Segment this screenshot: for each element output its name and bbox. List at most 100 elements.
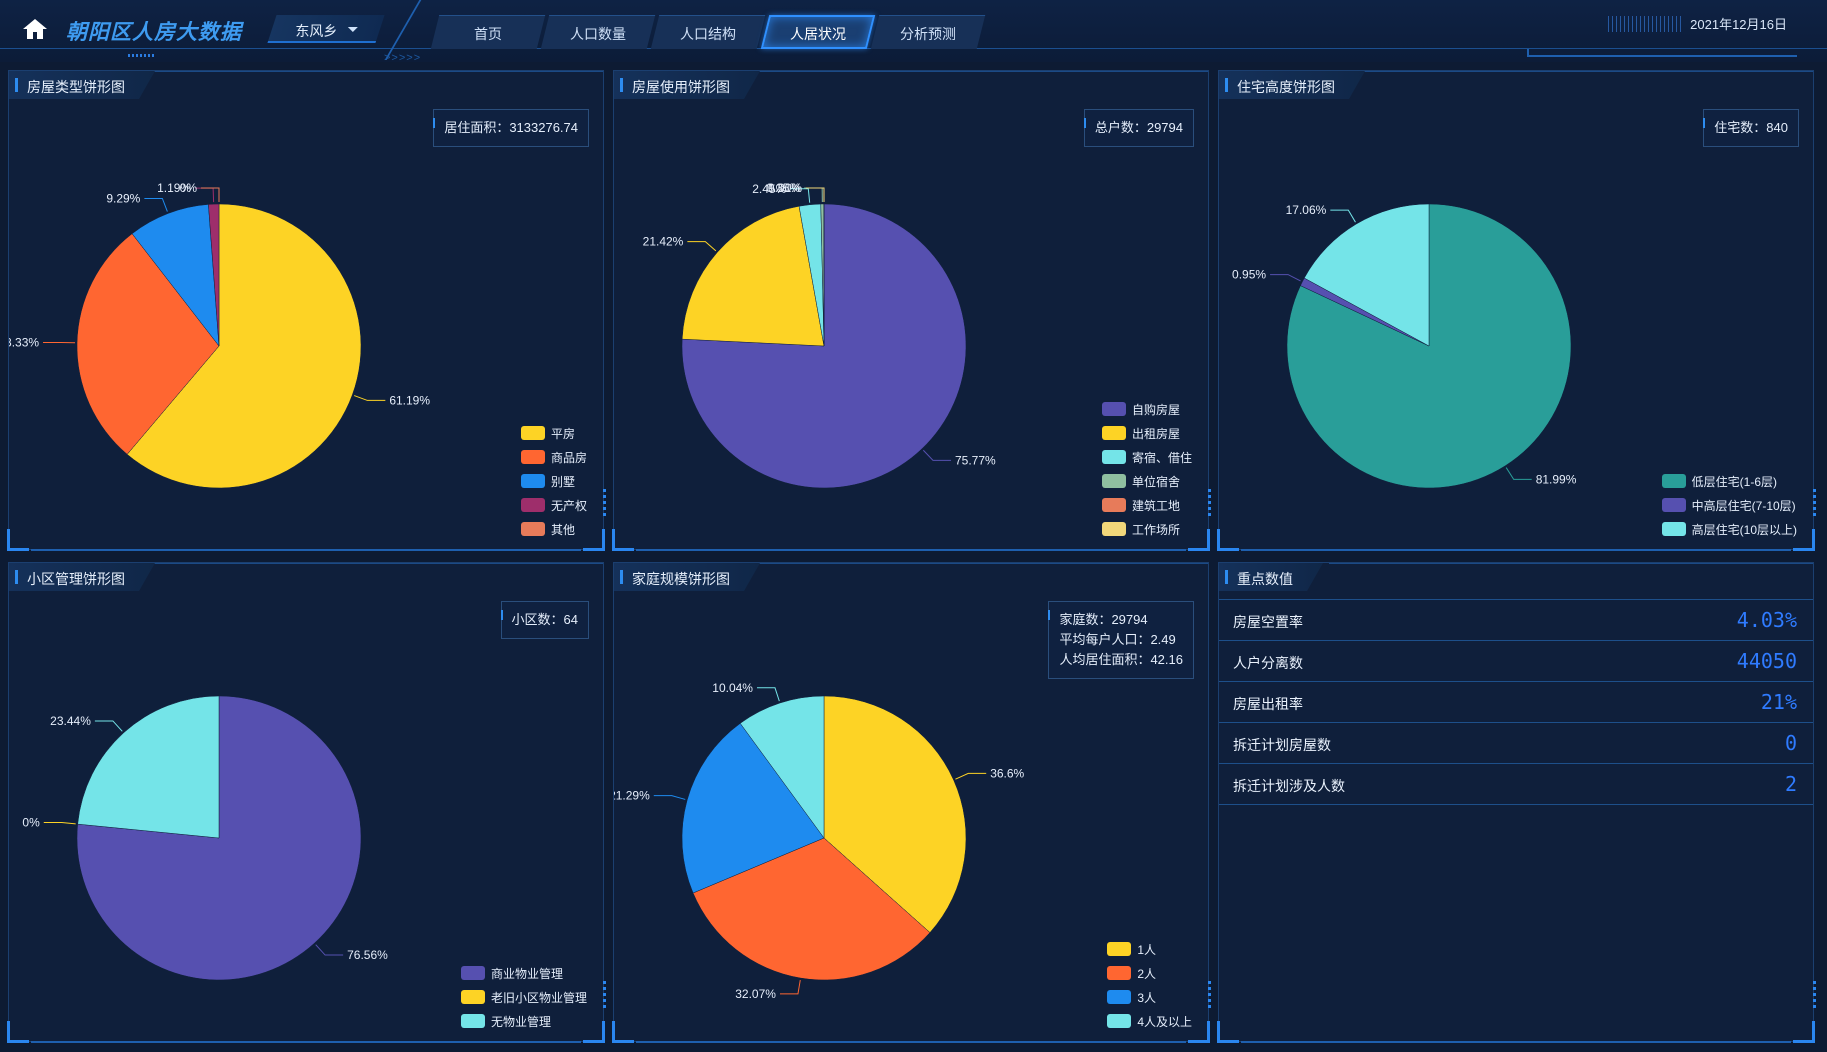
legend-swatch (520, 426, 545, 440)
legend-label: 寄宿、借住 (1131, 450, 1192, 465)
legend-label: 建筑工地 (1131, 498, 1180, 513)
key-value-label: 房屋空置率 (1233, 614, 1303, 630)
pie-slice[interactable] (77, 695, 220, 839)
data-label: 21.42% (643, 235, 684, 249)
data-label: 75.77% (955, 453, 996, 467)
tab-population-structure[interactable]: 人口结构 (650, 15, 766, 49)
info-box: 总户数：29794 (1083, 109, 1194, 147)
pie-slice[interactable] (823, 695, 967, 933)
legend-item[interactable]: 出租房屋 (1101, 421, 1192, 445)
legend-label: 低层住宅(1-6层) (1691, 474, 1777, 489)
info-line: 家庭数：29794 (1059, 612, 1148, 627)
legend-swatch (1661, 522, 1686, 536)
legend-item[interactable]: 寄宿、借住 (1101, 445, 1192, 469)
panel-family-size: 家庭规模饼形图 家庭数：29794 平均每户人口：2.49 人均居住面积：42.… (612, 562, 1211, 1043)
legend-item[interactable]: 单位宿舍 (1101, 469, 1192, 493)
legend-item[interactable]: 商品房 (520, 445, 587, 469)
pie-slice[interactable] (681, 205, 825, 347)
legend-label: 其他 (550, 522, 575, 537)
legend-item[interactable]: 低层住宅(1-6层) (1661, 469, 1797, 493)
legend-item[interactable]: 别墅 (520, 469, 587, 493)
legend-label: 商品房 (550, 450, 587, 465)
tab-living-conditions[interactable]: 人居状况 (760, 15, 876, 49)
tab-home[interactable]: 首页 (430, 15, 546, 49)
data-label: 2.45% (752, 182, 786, 196)
legend-swatch (1101, 522, 1126, 536)
legend-item[interactable]: 中高层住宅(7-10层) (1661, 493, 1797, 517)
key-value-row: 拆迁计划涉及人数 2 (1219, 764, 1813, 805)
legend-item[interactable]: 老旧小区物业管理 (460, 985, 587, 1009)
pie-slice[interactable] (1303, 203, 1430, 347)
legend-item[interactable]: 4人及以上 (1107, 1009, 1192, 1033)
pie-slice[interactable] (76, 233, 220, 455)
key-value-number: 4.03% (1736, 608, 1797, 632)
panel-title: 家庭规模饼形图 (632, 571, 730, 587)
label-leader-line (806, 187, 825, 202)
data-label: 61.19% (389, 393, 430, 407)
key-value-number: 21% (1760, 690, 1797, 714)
legend-item[interactable]: 3人 (1107, 985, 1192, 1009)
legend-label: 商业物业管理 (490, 966, 563, 981)
legend-label: 老旧小区物业管理 (490, 990, 587, 1005)
chart-legend: 低层住宅(1-6层) 中高层住宅(7-10层) 高层住宅(10层以上) (1661, 469, 1797, 541)
legend-label: 3人 (1137, 990, 1156, 1005)
legend-label: 无物业管理 (490, 1014, 551, 1029)
legend-item[interactable]: 2人 (1107, 961, 1192, 985)
pie-slice[interactable] (126, 203, 362, 489)
legend-label: 无产权 (550, 498, 587, 513)
label-leader-line (1330, 209, 1356, 223)
pie-chart-family-size: 36.6% 32.07% 21.29% 10.04% (614, 681, 1025, 1001)
legend-item[interactable]: 其他 (520, 517, 587, 541)
data-label: 17.06% (1286, 203, 1327, 217)
legend-swatch (1107, 1014, 1132, 1028)
legend-label: 中高层住宅(7-10层) (1691, 498, 1796, 513)
pie-slice[interactable] (739, 695, 825, 839)
chart-legend: 平房商品房别墅无产权其他 (520, 421, 587, 541)
pie-slice[interactable] (692, 837, 931, 981)
label-leader-line (94, 720, 123, 732)
data-label: 0% (785, 181, 803, 195)
legend-item[interactable]: 建筑工地 (1101, 493, 1192, 517)
header-dots-decoration (128, 54, 154, 57)
pie-chart-housing-use: 75.77% 21.42% 2.45%0.35%0.01%0% (643, 181, 996, 489)
legend-item[interactable]: 平房 (520, 421, 587, 445)
chart-legend: 商业物业管理老旧小区物业管理 无物业管理 (460, 961, 587, 1033)
legend-label: 4人及以上 (1137, 1014, 1192, 1029)
label-leader-line (354, 395, 386, 401)
label-leader-line (195, 187, 215, 203)
label-leader-line (804, 187, 823, 203)
legend-item[interactable]: 自购房屋 (1101, 397, 1192, 421)
label-leader-line (1505, 467, 1532, 480)
key-value-label: 拆迁计划房屋数 (1233, 737, 1331, 753)
key-value-label: 拆迁计划涉及人数 (1233, 778, 1345, 794)
key-value-number: 2 (1784, 772, 1797, 796)
pie-slice[interactable] (131, 204, 220, 347)
label-leader-line (1270, 274, 1301, 282)
legend-swatch (520, 450, 545, 464)
region-dropdown-value: 东风乡 (295, 23, 338, 39)
legend-swatch (1101, 474, 1126, 488)
label-leader-line (756, 687, 780, 702)
key-value-row: 房屋出租率 21% (1219, 682, 1813, 723)
legend-item[interactable]: 无物业管理 (460, 1009, 587, 1033)
pie-slice[interactable] (208, 203, 220, 347)
home-icon[interactable] (20, 16, 50, 42)
legend-item[interactable]: 1人 (1107, 937, 1192, 961)
legend-item[interactable]: 工作场所 (1101, 517, 1192, 541)
legend-swatch (1101, 498, 1126, 512)
panel-title: 重点数值 (1237, 571, 1293, 587)
legend-item[interactable]: 商业物业管理 (460, 961, 587, 985)
tab-population-count[interactable]: 人口数量 (540, 15, 656, 49)
label-leader-line (687, 241, 717, 252)
legend-item[interactable]: 高层住宅(10层以上) (1661, 517, 1797, 541)
pie-slice[interactable] (681, 722, 825, 894)
data-label: 0.35% (766, 181, 800, 195)
legend-label: 出租房屋 (1131, 426, 1180, 441)
info-line: 住宅数：840 (1714, 120, 1788, 135)
data-label: 36.6% (990, 766, 1024, 780)
tab-analysis-forecast[interactable]: 分析预测 (870, 15, 986, 49)
legend-item[interactable]: 无产权 (520, 493, 587, 517)
info-box: 住宅数：840 (1703, 109, 1799, 147)
legend-label: 自购房屋 (1131, 402, 1180, 417)
panel-housing-type: 房屋类型饼形图 居住面积：3133276.74 61.19% 28.33% 9.29… (7, 70, 606, 551)
